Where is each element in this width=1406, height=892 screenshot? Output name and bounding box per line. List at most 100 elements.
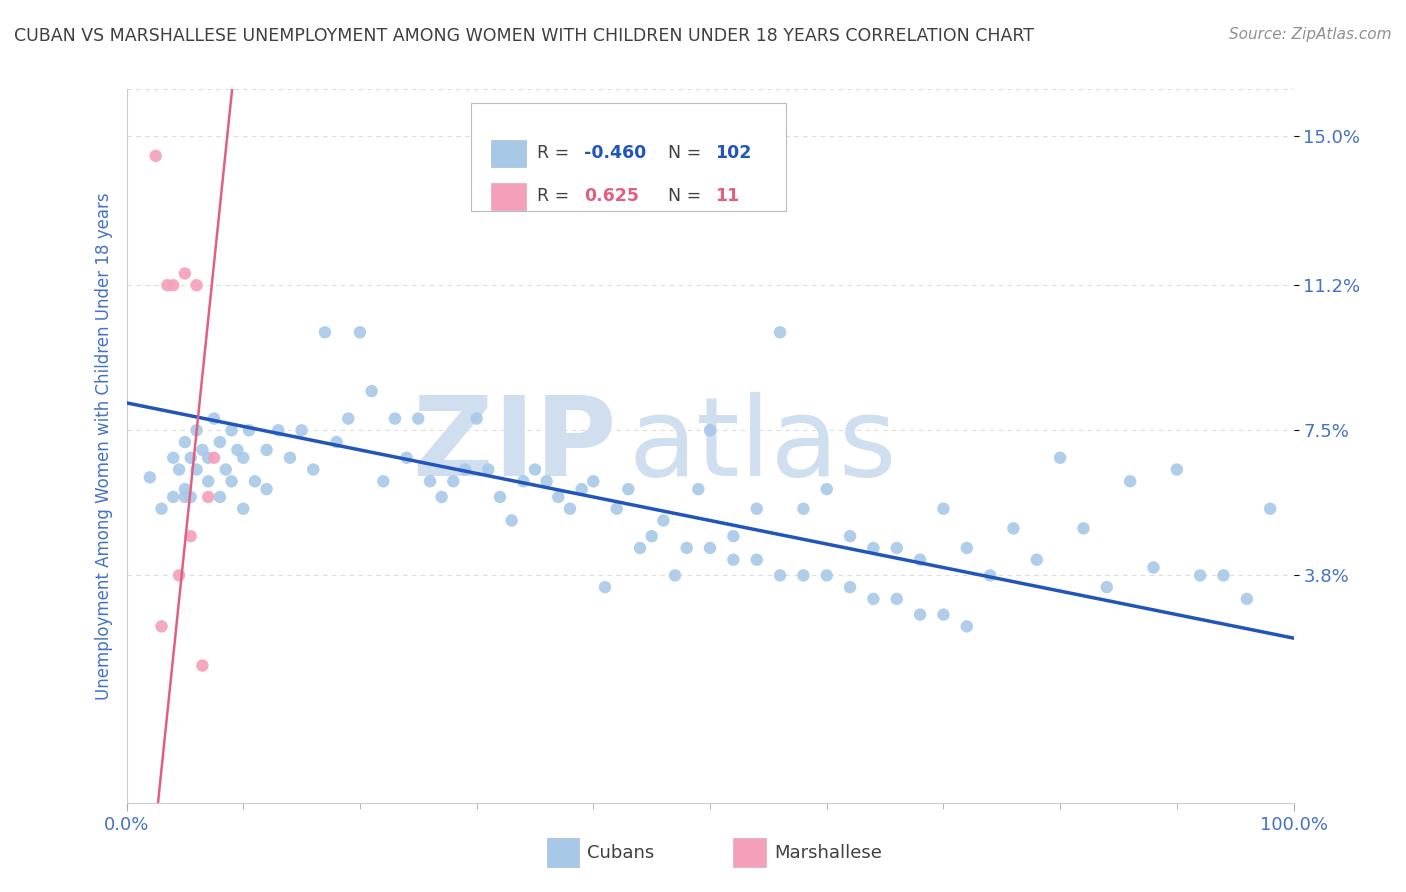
Point [337, 411, 360, 425]
Text: N =: N = [668, 145, 707, 162]
Point [1166, 462, 1188, 476]
Point [477, 462, 499, 476]
Point [243, 475, 266, 489]
Point [1189, 568, 1212, 582]
Point [162, 450, 184, 465]
Point [232, 501, 254, 516]
Point [267, 423, 290, 437]
Point [454, 462, 477, 476]
Text: 0.625: 0.625 [583, 187, 638, 205]
Point [815, 568, 838, 582]
Point [408, 411, 430, 425]
Text: ZIP: ZIP [413, 392, 617, 500]
Point [202, 411, 225, 425]
Text: 11: 11 [714, 187, 740, 205]
Point [606, 501, 628, 516]
Point [908, 552, 931, 566]
Point [232, 450, 254, 465]
Point [1258, 501, 1281, 516]
Point [215, 462, 238, 476]
Point [1142, 560, 1164, 574]
Point [430, 490, 453, 504]
Point [723, 552, 745, 566]
Point [523, 462, 546, 476]
Point [699, 423, 721, 437]
Text: Source: ZipAtlas.com: Source: ZipAtlas.com [1229, 27, 1392, 42]
Text: atlas: atlas [628, 392, 897, 500]
Point [202, 450, 225, 465]
Point [238, 423, 260, 437]
Point [932, 607, 955, 622]
Text: CUBAN VS MARSHALLESE UNEMPLOYMENT AMONG WOMEN WITH CHILDREN UNDER 18 YEARS CORRE: CUBAN VS MARSHALLESE UNEMPLOYMENT AMONG … [14, 27, 1033, 45]
Point [699, 541, 721, 555]
Point [150, 619, 173, 633]
Point [956, 541, 979, 555]
Point [815, 482, 838, 496]
Point [441, 475, 464, 489]
Point [1236, 591, 1258, 606]
Point [186, 462, 208, 476]
Text: -0.460: -0.460 [583, 145, 647, 162]
Point [839, 580, 862, 594]
Point [512, 475, 534, 489]
Point [628, 541, 651, 555]
Point [593, 580, 616, 594]
Point [208, 490, 231, 504]
Point [769, 326, 792, 340]
Text: Cubans: Cubans [588, 844, 655, 862]
Point [290, 423, 312, 437]
Point [191, 442, 214, 457]
Point [489, 490, 512, 504]
Point [862, 591, 884, 606]
Point [186, 423, 208, 437]
Point [501, 514, 523, 528]
Point [174, 482, 197, 496]
Point [150, 501, 173, 516]
Point [886, 591, 908, 606]
Y-axis label: Unemployment Among Women with Children Under 18 years: Unemployment Among Women with Children U… [94, 192, 112, 700]
Point [769, 568, 792, 582]
Point [1025, 552, 1047, 566]
Point [302, 462, 325, 476]
Point [156, 278, 179, 293]
Bar [734, 838, 766, 867]
Point [1002, 521, 1025, 535]
Point [745, 501, 768, 516]
Text: R =: R = [537, 145, 575, 162]
Point [384, 411, 406, 425]
Point [465, 411, 488, 425]
Point [167, 568, 190, 582]
Point [174, 435, 197, 450]
Point [395, 450, 418, 465]
Text: Marshallese: Marshallese [775, 844, 882, 862]
Text: R =: R = [537, 187, 575, 205]
Point [180, 490, 202, 504]
Point [180, 450, 202, 465]
Text: N =: N = [668, 187, 707, 205]
Point [886, 541, 908, 555]
Point [180, 529, 202, 543]
Point [256, 442, 278, 457]
FancyBboxPatch shape [471, 103, 786, 211]
Point [349, 326, 371, 340]
Point [547, 490, 569, 504]
Point [908, 607, 931, 622]
Point [558, 501, 581, 516]
Point [314, 326, 336, 340]
Bar [547, 838, 579, 867]
Point [723, 529, 745, 543]
Point [167, 462, 190, 476]
Point [688, 482, 710, 496]
Point [256, 482, 278, 496]
Point [1095, 580, 1118, 594]
Point [536, 475, 558, 489]
Point [617, 482, 640, 496]
Point [1049, 450, 1071, 465]
Point [956, 619, 979, 633]
Point [278, 450, 301, 465]
Point [226, 442, 249, 457]
Point [792, 501, 814, 516]
Point [145, 149, 167, 163]
Bar [491, 140, 526, 167]
Point [186, 278, 208, 293]
